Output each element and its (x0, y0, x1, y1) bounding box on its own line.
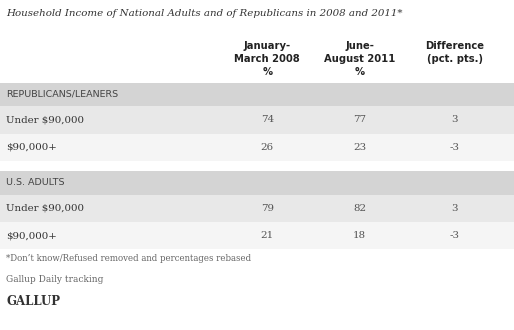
Text: 82: 82 (353, 204, 366, 213)
Text: Under $90,000: Under $90,000 (6, 115, 84, 124)
Text: 23: 23 (353, 143, 366, 152)
Bar (0, 82, 514, 106)
Text: Difference
(pct. pts.): Difference (pct. pts.) (426, 41, 484, 64)
Text: $90,000+: $90,000+ (6, 231, 57, 240)
Text: -3: -3 (450, 231, 460, 240)
Text: 79: 79 (261, 204, 274, 213)
Bar (0, 195, 514, 222)
Text: Household Income of National Adults and of Republicans in 2008 and 2011*: Household Income of National Adults and … (6, 9, 402, 18)
Text: 3: 3 (452, 204, 458, 213)
Text: 74: 74 (261, 115, 274, 124)
Bar (0, 106, 514, 134)
Text: June-
August 2011
%: June- August 2011 % (324, 41, 395, 77)
Text: *Don’t know/Refused removed and percentages rebased: *Don’t know/Refused removed and percenta… (6, 254, 251, 263)
Text: January-
March 2008
%: January- March 2008 % (234, 41, 300, 77)
Text: U.S. ADULTS: U.S. ADULTS (6, 178, 65, 187)
Text: GALLUP: GALLUP (6, 295, 60, 308)
Text: -3: -3 (450, 143, 460, 152)
Text: 77: 77 (353, 115, 366, 124)
Bar (0, 161, 514, 171)
Bar (0, 222, 514, 249)
Bar (0, 171, 514, 195)
Bar (0, 134, 514, 161)
Text: 26: 26 (261, 143, 274, 152)
Text: REPUBLICANS/LEANERS: REPUBLICANS/LEANERS (6, 90, 118, 99)
Text: Gallup Daily tracking: Gallup Daily tracking (6, 275, 103, 284)
Text: 21: 21 (261, 231, 274, 240)
Text: $90,000+: $90,000+ (6, 143, 57, 152)
Text: 18: 18 (353, 231, 366, 240)
Text: 3: 3 (452, 115, 458, 124)
Text: Under $90,000: Under $90,000 (6, 204, 84, 213)
